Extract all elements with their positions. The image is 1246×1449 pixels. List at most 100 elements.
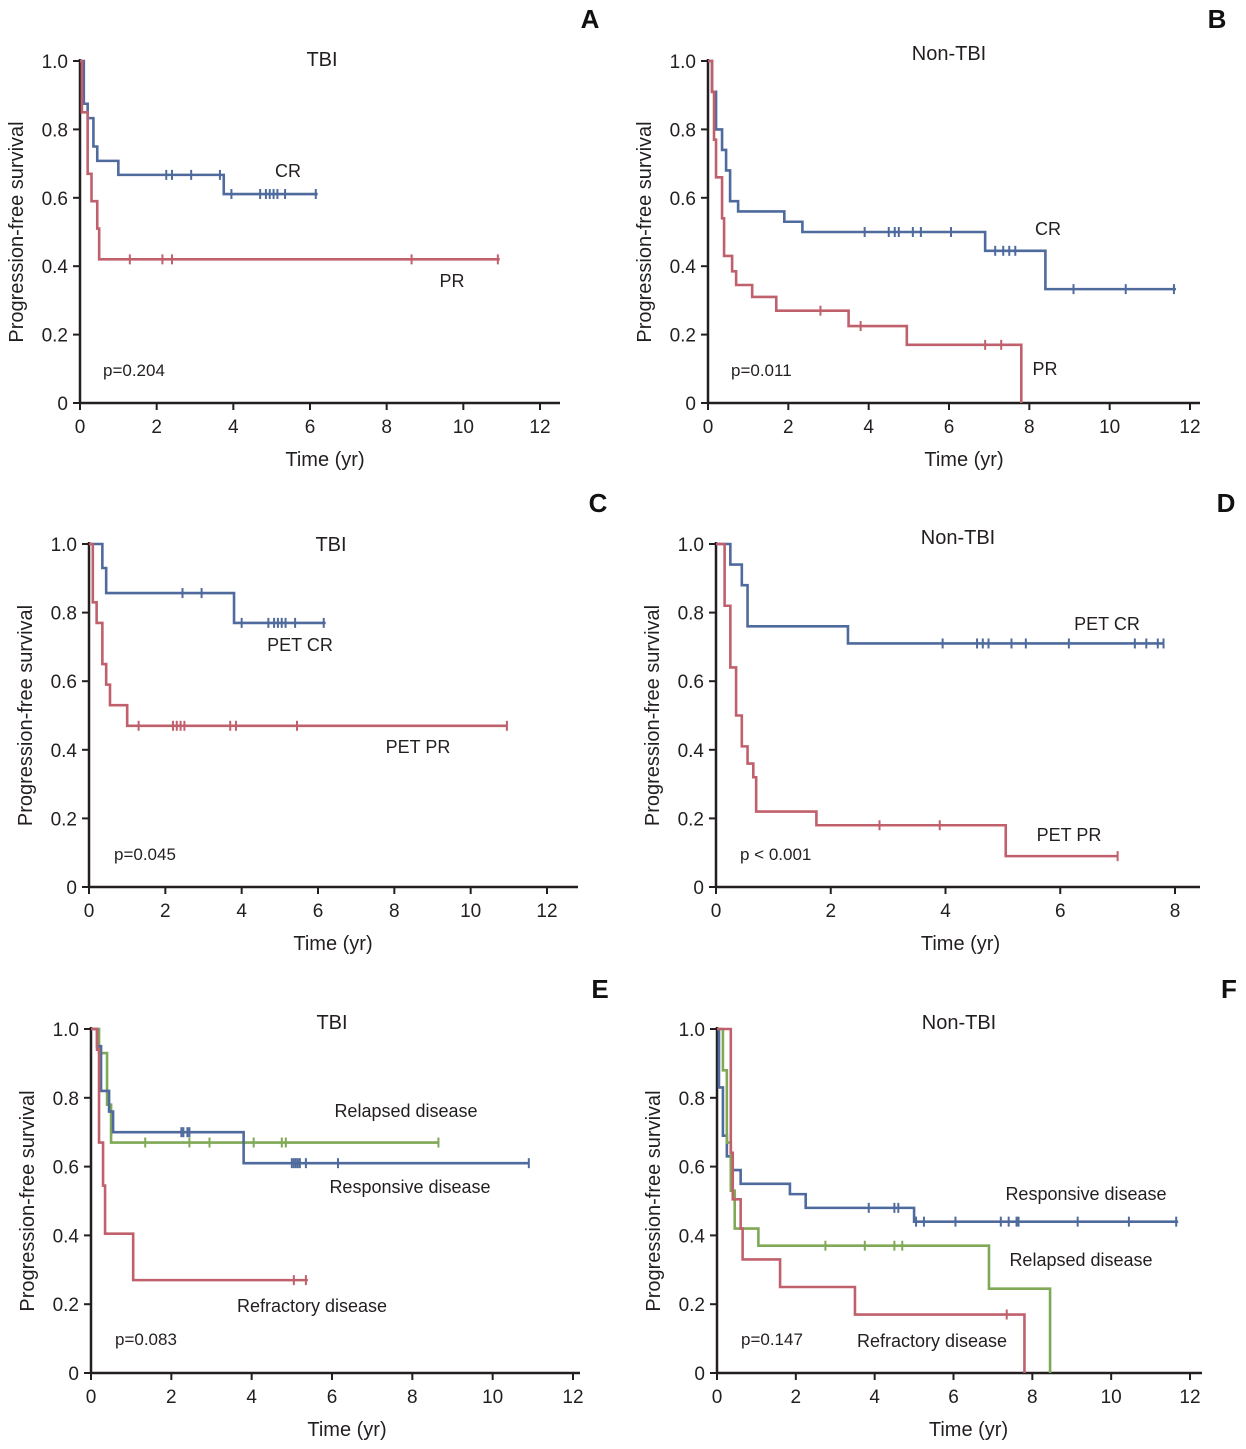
panel-a: A TBI 0 0.2 0.4 0.6 0.8 1.0 0 2 4 6 8 10 12 Time (yr) Pr… bbox=[6, 4, 600, 471]
y-tick-label: 0.8 bbox=[51, 604, 77, 625]
x-tick-label: 2 bbox=[151, 417, 162, 438]
x-tick-label: 0 bbox=[75, 417, 86, 438]
panel-letter: B bbox=[1208, 4, 1227, 34]
panel-e: E TBI 0 0.2 0.4 0.6 0.8 1.0 0 2 4 6 8 10 12 Time (yr) Pr… bbox=[17, 974, 609, 1441]
panel-c: C TBI 0 0.2 0.4 0.6 0.8 1.0 0 2 4 6 8 10 12 Time (yr) Pr… bbox=[15, 488, 608, 955]
y-tick-label: 0.4 bbox=[53, 1226, 80, 1247]
panel-title: TBI bbox=[315, 534, 346, 556]
y-tick-label: 0.4 bbox=[678, 741, 705, 762]
y-tick-label: 0.6 bbox=[42, 189, 68, 210]
panel-title: TBI bbox=[306, 49, 337, 71]
y-tick-label: 0.8 bbox=[678, 604, 704, 625]
series-refractory-disease: Refractory disease bbox=[91, 1027, 387, 1316]
y-tick-label: 0 bbox=[66, 878, 77, 899]
y-tick-label: 0.8 bbox=[42, 120, 68, 141]
series-label: PET CR bbox=[1074, 614, 1140, 634]
y-tick-label: 0.8 bbox=[670, 120, 696, 141]
x-tick-label: 0 bbox=[84, 901, 95, 922]
x-tick-label: 2 bbox=[160, 901, 171, 922]
y-tick-label: 0.6 bbox=[679, 1158, 705, 1179]
survival-curve-pet-cr bbox=[716, 542, 1164, 645]
series-label: PET PR bbox=[386, 737, 451, 757]
x-tick-label: 6 bbox=[327, 1387, 338, 1408]
series-label: Refractory disease bbox=[237, 1296, 387, 1316]
x-tick-label: 8 bbox=[1170, 901, 1181, 922]
x-tick-label: 8 bbox=[1027, 1387, 1038, 1408]
x-tick-label: 6 bbox=[305, 417, 316, 438]
x-tick-label: 12 bbox=[1179, 1387, 1200, 1408]
x-tick-label: 4 bbox=[236, 901, 247, 922]
p-value: p=0.011 bbox=[731, 361, 792, 380]
survival-curve-cr bbox=[708, 59, 1176, 291]
x-axis-title: Time (yr) bbox=[293, 933, 372, 955]
y-tick-label: 1.0 bbox=[51, 535, 77, 556]
x-tick-label: 4 bbox=[869, 1387, 880, 1408]
p-value: p=0.045 bbox=[114, 845, 176, 864]
x-tick-label: 2 bbox=[166, 1387, 177, 1408]
y-tick-label: 0.6 bbox=[51, 672, 77, 693]
panel-b: B Non-TBI 0 0.2 0.4 0.6 0.8 1.0 0 2 4 6 8 10 12 Time (y… bbox=[634, 4, 1226, 471]
x-axis-title: Time (yr) bbox=[307, 1419, 386, 1441]
x-tick-label: 4 bbox=[940, 901, 951, 922]
survival-curve-pet-cr bbox=[89, 542, 326, 625]
series-pr: PR bbox=[708, 59, 1058, 403]
series-cr: CR bbox=[708, 59, 1176, 295]
y-axis-title: Progression-free survival bbox=[634, 121, 656, 342]
series-cr: CR bbox=[80, 59, 318, 200]
x-tick-label: 0 bbox=[86, 1387, 97, 1408]
series-label: CR bbox=[1035, 219, 1061, 239]
y-tick-label: 0 bbox=[57, 394, 68, 415]
x-tick-label: 2 bbox=[791, 1387, 802, 1408]
x-tick-label: 10 bbox=[482, 1387, 503, 1408]
series-label: Relapsed disease bbox=[334, 1101, 477, 1121]
y-tick-label: 0.8 bbox=[679, 1089, 705, 1110]
panel-d: D Non-TBI 0 0.2 0.4 0.6 0.8 1.0 0 2 4 6 8 Time (yr) Pr… bbox=[642, 488, 1235, 955]
y-axis-title: Progression-free survival bbox=[6, 121, 28, 342]
y-axis-title: Progression-free survival bbox=[17, 1090, 39, 1311]
p-value: p=0.204 bbox=[103, 361, 165, 380]
series-label: PET CR bbox=[267, 635, 333, 655]
x-tick-label: 0 bbox=[703, 417, 714, 438]
y-tick-label: 0.2 bbox=[670, 326, 696, 347]
series-label: Relapsed disease bbox=[1009, 1250, 1152, 1270]
y-tick-label: 1.0 bbox=[670, 52, 696, 73]
y-tick-label: 1.0 bbox=[679, 1020, 705, 1041]
x-tick-label: 12 bbox=[1179, 417, 1200, 438]
x-tick-label: 2 bbox=[825, 901, 836, 922]
y-tick-label: 0.2 bbox=[51, 809, 77, 830]
x-tick-label: 6 bbox=[313, 901, 324, 922]
y-axis-title: Progression-free survival bbox=[642, 605, 664, 826]
x-tick-label: 10 bbox=[460, 901, 481, 922]
panel-letter: A bbox=[581, 4, 600, 34]
series-label: Responsive disease bbox=[1005, 1184, 1166, 1204]
p-value: p=0.083 bbox=[115, 1330, 177, 1349]
panel-letter: E bbox=[591, 974, 608, 1004]
series-label: PR bbox=[1032, 359, 1057, 379]
y-tick-label: 0 bbox=[694, 1364, 705, 1385]
y-tick-label: 0 bbox=[68, 1364, 79, 1385]
x-tick-label: 10 bbox=[1099, 417, 1120, 438]
y-tick-label: 0.8 bbox=[53, 1089, 79, 1110]
y-axis-title: Progression-free survival bbox=[15, 605, 37, 826]
y-tick-label: 0.6 bbox=[670, 189, 696, 210]
series-pet-cr: PET CR bbox=[716, 542, 1165, 649]
x-tick-label: 2 bbox=[783, 417, 794, 438]
x-tick-label: 0 bbox=[712, 1387, 723, 1408]
x-tick-label: 10 bbox=[453, 417, 474, 438]
p-value: p < 0.001 bbox=[740, 845, 811, 864]
x-tick-label: 12 bbox=[562, 1387, 583, 1408]
survival-curve-refractory-disease bbox=[717, 1027, 1026, 1373]
x-tick-label: 8 bbox=[389, 901, 400, 922]
y-tick-label: 0.4 bbox=[42, 257, 69, 278]
series-refractory-disease: Refractory disease bbox=[717, 1027, 1026, 1373]
x-tick-label: 6 bbox=[1055, 901, 1066, 922]
x-axis-title: Time (yr) bbox=[285, 449, 364, 471]
panel-letter: D bbox=[1217, 488, 1236, 518]
survival-curve-refractory-disease bbox=[91, 1027, 308, 1282]
survival-curve-cr bbox=[80, 59, 318, 196]
y-axis-title: Progression-free survival bbox=[643, 1090, 665, 1311]
x-tick-label: 4 bbox=[228, 417, 239, 438]
series-responsive-disease: Responsive disease bbox=[717, 1027, 1179, 1227]
series-pet-pr: PET PR bbox=[716, 542, 1119, 862]
